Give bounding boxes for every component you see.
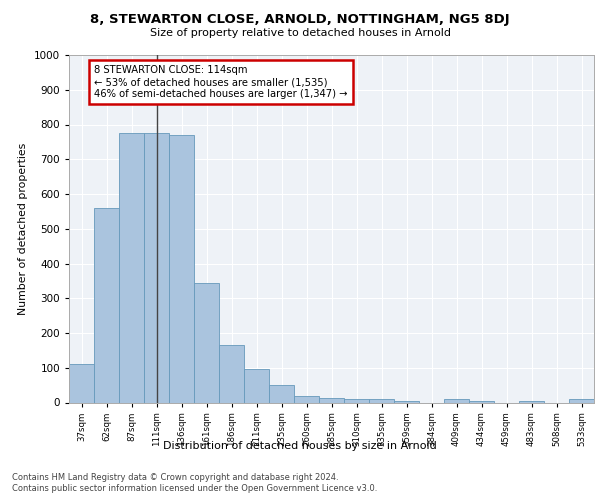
Text: Contains HM Land Registry data © Crown copyright and database right 2024.: Contains HM Land Registry data © Crown c…	[12, 472, 338, 482]
Bar	[569, 399, 594, 402]
Bar	[294, 396, 319, 402]
Bar	[69, 364, 94, 403]
Bar	[169, 135, 194, 402]
Bar	[319, 398, 344, 402]
Bar	[144, 133, 169, 402]
Bar	[394, 401, 419, 402]
Bar	[444, 399, 469, 402]
Bar	[369, 399, 394, 402]
Text: Distribution of detached houses by size in Arnold: Distribution of detached houses by size …	[163, 441, 437, 451]
Bar	[219, 345, 244, 403]
Text: 8 STEWARTON CLOSE: 114sqm
← 53% of detached houses are smaller (1,535)
46% of se: 8 STEWARTON CLOSE: 114sqm ← 53% of detac…	[94, 66, 347, 98]
Bar	[519, 401, 544, 402]
Bar	[244, 369, 269, 402]
Text: Size of property relative to detached houses in Arnold: Size of property relative to detached ho…	[149, 28, 451, 38]
Bar	[344, 399, 369, 402]
Text: Contains public sector information licensed under the Open Government Licence v3: Contains public sector information licen…	[12, 484, 377, 493]
Bar	[269, 385, 294, 402]
Text: 8, STEWARTON CLOSE, ARNOLD, NOTTINGHAM, NG5 8DJ: 8, STEWARTON CLOSE, ARNOLD, NOTTINGHAM, …	[90, 12, 510, 26]
Bar	[119, 133, 144, 402]
Bar	[194, 282, 219, 403]
Bar	[469, 401, 494, 402]
Y-axis label: Number of detached properties: Number of detached properties	[18, 142, 28, 315]
Bar	[94, 208, 119, 402]
